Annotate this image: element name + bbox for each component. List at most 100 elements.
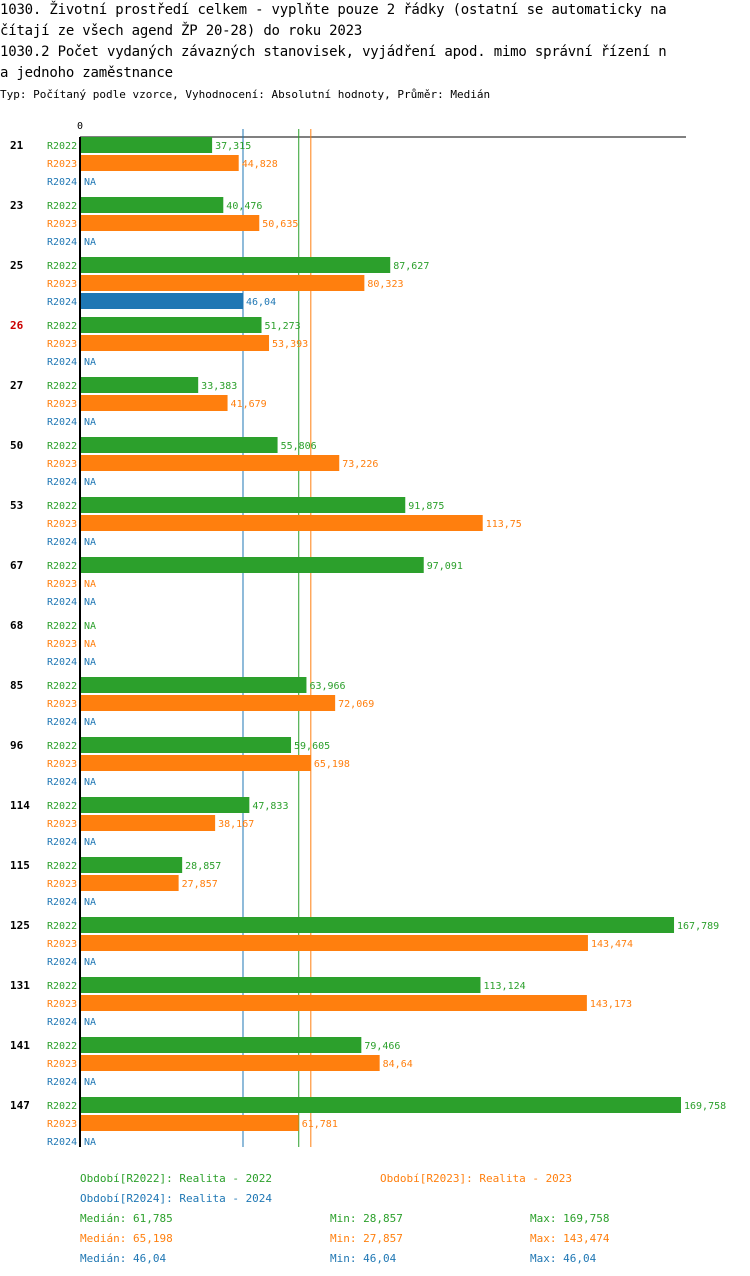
series-label-115-r2024: R2024 — [47, 897, 77, 908]
value-label-27-r2023: 41,679 — [231, 399, 267, 410]
series-label-85-r2024: R2024 — [47, 717, 77, 728]
na-label-141-r2024: NA — [84, 1077, 96, 1088]
value-label-114-r2022: 47,833 — [252, 801, 288, 812]
value-label-96-r2022: 59,605 — [294, 741, 330, 752]
chart-title-line-1: 1030. Životní prostředí celkem - vyplňte… — [0, 2, 667, 18]
value-label-26-r2022: 51,273 — [265, 321, 301, 332]
stat-median-r2024: Medián: 46,04 — [80, 1252, 167, 1265]
value-label-21-r2023: 44,828 — [242, 159, 278, 170]
category-label-23: 23 — [10, 199, 23, 212]
category-label-21: 21 — [10, 139, 24, 152]
category-label-27: 27 — [10, 379, 23, 392]
series-label-50-r2022: R2022 — [47, 441, 77, 452]
value-label-85-r2023: 72,069 — [338, 699, 374, 710]
chart-title-line-4: a jednoho zaměstnance — [0, 65, 173, 81]
series-label-115-r2022: R2022 — [47, 861, 77, 872]
bar-85-r2022 — [80, 677, 307, 693]
stat-min-r2022: Min: 28,857 — [330, 1212, 403, 1225]
category-label-53: 53 — [10, 499, 23, 512]
bar-85-r2023 — [80, 695, 336, 711]
value-label-53-r2022: 91,875 — [408, 501, 444, 512]
value-label-147-r2023: 61,781 — [302, 1119, 338, 1130]
bar-141-r2022 — [80, 1037, 362, 1053]
series-label-27-r2024: R2024 — [47, 417, 77, 428]
na-label-147-r2024: NA — [84, 1137, 96, 1148]
series-label-147-r2022: R2022 — [47, 1101, 77, 1112]
na-label-96-r2024: NA — [84, 777, 96, 788]
value-label-26-r2023: 53,393 — [272, 339, 308, 350]
series-label-114-r2023: R2023 — [47, 819, 77, 830]
bar-50-r2023 — [80, 455, 340, 471]
series-label-21-r2023: R2023 — [47, 159, 77, 170]
value-label-21-r2022: 37,315 — [215, 141, 251, 152]
series-label-85-r2022: R2022 — [47, 681, 77, 692]
series-label-67-r2024: R2024 — [47, 597, 77, 608]
bar-25-r2024 — [80, 293, 243, 309]
category-label-115: 115 — [10, 859, 30, 872]
na-label-68-r2023: NA — [84, 639, 96, 650]
bar-53-r2022 — [80, 497, 406, 513]
value-label-131-r2023: 143,173 — [590, 999, 632, 1010]
na-label-53-r2024: NA — [84, 537, 96, 548]
bar-96-r2022 — [80, 737, 292, 753]
series-label-131-r2023: R2023 — [47, 999, 77, 1010]
chart-subtitle: Typ: Počítaný podle vzorce, Vyhodnocení:… — [0, 88, 491, 101]
series-label-27-r2023: R2023 — [47, 399, 77, 410]
bar-25-r2022 — [80, 257, 391, 273]
series-label-25-r2022: R2022 — [47, 261, 77, 272]
series-label-68-r2022: R2022 — [47, 621, 77, 632]
value-label-25-r2024: 46,04 — [246, 297, 276, 308]
legend-r2023: Období[R2023]: Realita - 2023 — [380, 1172, 573, 1185]
bar-131-r2023 — [80, 995, 587, 1011]
series-label-114-r2024: R2024 — [47, 837, 77, 848]
na-label-26-r2024: NA — [84, 357, 96, 368]
bar-147-r2022 — [80, 1097, 681, 1113]
category-label-131: 131 — [10, 979, 30, 992]
bar-21-r2023 — [80, 155, 239, 171]
bar-25-r2023 — [80, 275, 365, 291]
value-label-115-r2022: 28,857 — [185, 861, 221, 872]
bar-125-r2022 — [80, 917, 675, 933]
series-label-141-r2023: R2023 — [47, 1059, 77, 1070]
series-label-114-r2022: R2022 — [47, 801, 77, 812]
value-label-25-r2023: 80,323 — [367, 279, 403, 290]
bar-115-r2022 — [80, 857, 183, 873]
value-label-96-r2023: 65,198 — [314, 759, 350, 770]
series-label-131-r2024: R2024 — [47, 1017, 77, 1028]
bar-115-r2023 — [80, 875, 179, 891]
series-label-125-r2023: R2023 — [47, 939, 77, 950]
series-label-67-r2022: R2022 — [47, 561, 77, 572]
stat-max-r2023: Max: 143,474 — [530, 1232, 610, 1245]
series-label-141-r2024: R2024 — [47, 1077, 77, 1088]
series-label-96-r2022: R2022 — [47, 741, 77, 752]
value-label-131-r2022: 113,124 — [483, 981, 525, 992]
series-label-23-r2022: R2022 — [47, 201, 77, 212]
bar-141-r2023 — [80, 1055, 380, 1071]
series-label-125-r2022: R2022 — [47, 921, 77, 932]
stat-max-r2022: Max: 169,758 — [530, 1212, 610, 1225]
value-label-85-r2022: 63,966 — [309, 681, 345, 692]
category-label-114: 114 — [10, 799, 30, 812]
series-label-25-r2023: R2023 — [47, 279, 77, 290]
chart-title-line-3: 1030.2 Počet vydaných závazných stanovis… — [0, 44, 667, 60]
value-label-141-r2022: 79,466 — [364, 1041, 400, 1052]
bar-23-r2022 — [80, 197, 224, 213]
value-label-25-r2022: 87,627 — [393, 261, 429, 272]
series-label-68-r2024: R2024 — [47, 657, 77, 668]
bar-23-r2023 — [80, 215, 260, 231]
bar-96-r2023 — [80, 755, 311, 771]
series-label-125-r2024: R2024 — [47, 957, 77, 968]
series-label-50-r2023: R2023 — [47, 459, 77, 470]
series-label-21-r2024: R2024 — [47, 177, 77, 188]
series-label-26-r2024: R2024 — [47, 357, 77, 368]
series-label-68-r2023: R2023 — [47, 639, 77, 650]
na-label-67-r2023: NA — [84, 579, 96, 590]
na-label-114-r2024: NA — [84, 837, 96, 848]
series-label-53-r2024: R2024 — [47, 537, 77, 548]
series-label-25-r2024: R2024 — [47, 297, 77, 308]
stat-median-r2023: Medián: 65,198 — [80, 1232, 173, 1245]
na-label-115-r2024: NA — [84, 897, 96, 908]
category-label-67: 67 — [10, 559, 23, 572]
x-axis-zero-tick-label: 0 — [77, 121, 83, 132]
